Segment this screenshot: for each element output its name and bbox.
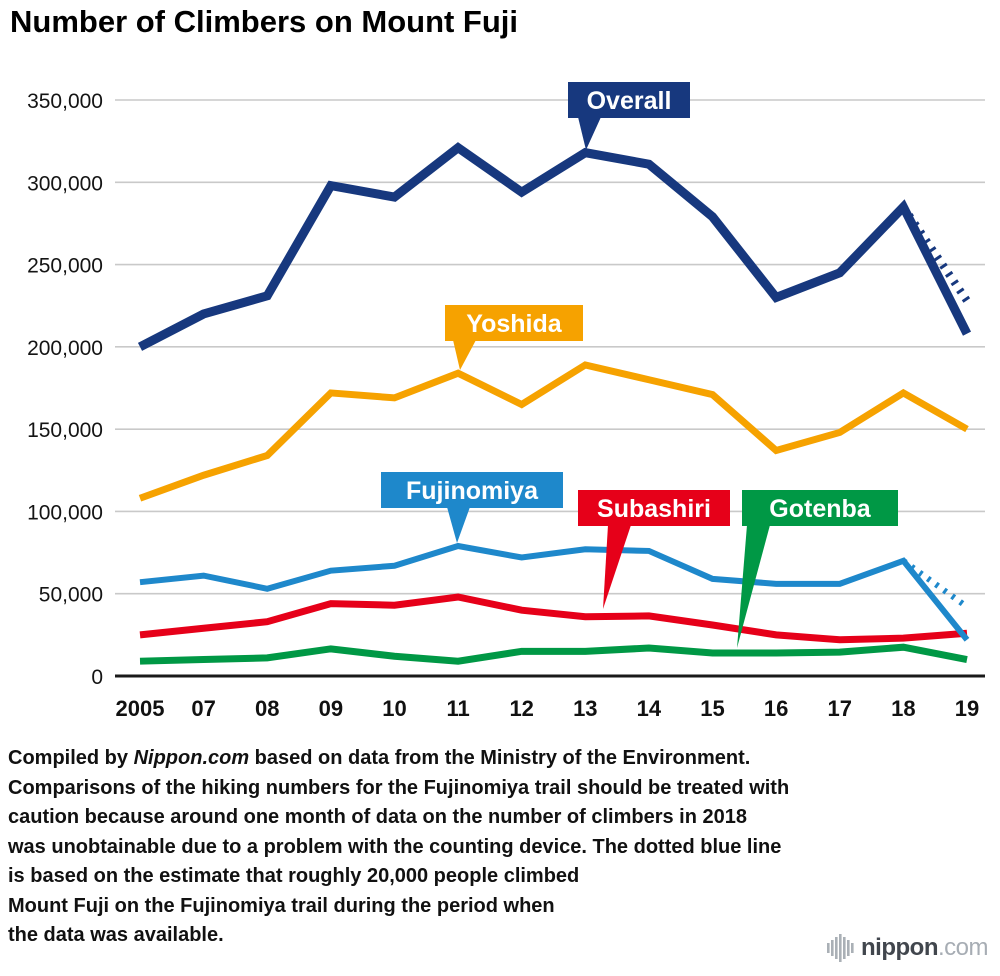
caption-text: Compiled by bbox=[8, 747, 134, 769]
nippon-logo-text: nippon.com bbox=[861, 934, 988, 962]
y-tick-label: 300,000 bbox=[27, 172, 103, 195]
y-tick-label: 250,000 bbox=[27, 255, 103, 278]
callout-label-gotenba: Gotenba bbox=[769, 495, 871, 523]
caption-text: based on data from the Ministry of the E… bbox=[249, 747, 751, 769]
callout-tail-yoshida bbox=[453, 340, 476, 370]
caption-line: was unobtainable due to a problem with t… bbox=[8, 833, 992, 863]
series-line-overall bbox=[137, 142, 972, 351]
nippon-logo-name: nippon bbox=[861, 934, 938, 961]
callout-box-yoshida bbox=[445, 305, 583, 341]
caption-text: caution because around one month of data… bbox=[8, 806, 748, 828]
y-tick-label: 200,000 bbox=[27, 337, 103, 360]
x-tick-label: 11 bbox=[446, 696, 469, 720]
series-line-fujinomiya bbox=[139, 542, 970, 642]
caption-line: Mount Fuji on the Fujinomiya trail durin… bbox=[8, 892, 992, 922]
x-tick-label: 17 bbox=[828, 696, 852, 720]
caption-line: Comparisons of the hiking numbers for th… bbox=[8, 774, 992, 804]
callout-box-gotenba bbox=[742, 490, 898, 526]
x-tick-label: 10 bbox=[382, 696, 406, 720]
callout-box-subashiri bbox=[578, 490, 730, 526]
nippon-logo: nippon.com bbox=[827, 933, 989, 963]
y-tick-label: 0 bbox=[91, 666, 103, 689]
x-tick-label: 08 bbox=[255, 696, 279, 720]
caption-line: is based on the estimate that roughly 20… bbox=[8, 862, 992, 892]
callout-label-overall: Overall bbox=[587, 87, 672, 115]
caption-source-name: Nippon.com bbox=[133, 747, 250, 769]
x-tick-label: 18 bbox=[891, 696, 915, 720]
x-tick-label: 09 bbox=[319, 696, 343, 720]
callout-label-yoshida: Yoshida bbox=[466, 310, 562, 338]
callout-tail-overall bbox=[578, 117, 601, 150]
caption: Compiled by Nippon.com based on data fro… bbox=[8, 744, 992, 951]
x-tick-label: 07 bbox=[191, 696, 215, 720]
caption-text: the data was available. bbox=[8, 924, 224, 946]
callout-label-fujinomiya: Fujinomiya bbox=[406, 477, 539, 505]
x-tick-label: 15 bbox=[700, 696, 724, 720]
caption-text: Comparisons of the hiking numbers for th… bbox=[8, 776, 790, 799]
caption-text: Mount Fuji on the Fujinomiya trail durin… bbox=[8, 894, 555, 917]
series-line-gotenba bbox=[139, 643, 968, 665]
x-tick-label: 16 bbox=[764, 696, 788, 720]
caption-text: is based on the estimate that roughly 20… bbox=[8, 865, 580, 887]
chart-title: Number of Climbers on Mount Fuji bbox=[10, 4, 519, 39]
callout-tail-fujinomiya bbox=[447, 507, 470, 543]
callout-tail-subashiri bbox=[603, 525, 631, 609]
y-tick-label: 150,000 bbox=[27, 419, 103, 442]
y-tick-label: 100,000 bbox=[27, 501, 103, 524]
nippon-logo-bars-icon bbox=[827, 934, 854, 962]
x-tick-label: 12 bbox=[509, 696, 533, 720]
climbers-line-chart: 350,000 300,000 250,000 200,000 150,000 100,0… bbox=[27, 82, 985, 720]
callout-box-fujinomiya bbox=[381, 472, 563, 508]
caption-text: was unobtainable due to a problem with t… bbox=[8, 835, 782, 858]
caption-line: the data was available. bbox=[8, 921, 992, 951]
y-tick-label: 50,000 bbox=[39, 584, 103, 607]
callout-label-subashiri: Subashiri bbox=[597, 495, 711, 523]
y-tick-label: 350,000 bbox=[27, 90, 103, 113]
series-line-subashiri bbox=[139, 593, 968, 644]
caption-line: caution because around one month of data… bbox=[8, 803, 992, 833]
x-tick-label: 13 bbox=[573, 696, 597, 720]
callout-tail-gotenba bbox=[737, 525, 770, 648]
caption-line: Compiled by Nippon.com based on data fro… bbox=[8, 744, 992, 774]
nippon-logo-tld: .com bbox=[937, 934, 989, 961]
callout-box-overall bbox=[568, 82, 690, 118]
x-tick-label: 19 bbox=[955, 696, 979, 720]
series-line-yoshida bbox=[138, 361, 969, 502]
x-tick-label: 2005 bbox=[116, 696, 165, 720]
x-tick-label: 14 bbox=[637, 696, 662, 720]
